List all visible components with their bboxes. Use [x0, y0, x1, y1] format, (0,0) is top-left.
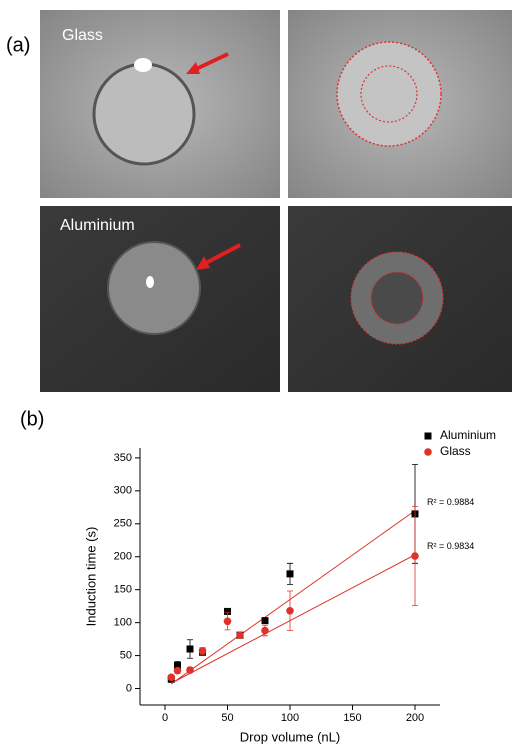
x-tick-label: 200 [406, 712, 424, 724]
point [186, 666, 194, 674]
y-tick-label: 250 [114, 518, 132, 530]
fit-label: R² = 0.9884 [427, 497, 474, 507]
photo: Glass [40, 10, 280, 198]
x-tick-label: 100 [281, 712, 299, 724]
legend-marker [424, 432, 432, 440]
legend-label: Glass [440, 444, 471, 458]
photo [288, 10, 512, 198]
x-tick-label: 0 [162, 712, 168, 724]
y-tick-label: 350 [114, 452, 132, 464]
y-tick-label: 100 [114, 617, 132, 629]
x-tick-label: 50 [221, 712, 233, 724]
y-tick-label: 50 [120, 649, 132, 661]
point [286, 606, 294, 615]
fit-line [171, 554, 416, 684]
legend-label: Aluminium [440, 428, 496, 442]
photo [288, 206, 512, 392]
y-tick-label: 150 [114, 584, 132, 596]
y-tick-label: 300 [114, 485, 132, 497]
point [198, 647, 207, 655]
chart: 0 50 100 150 200 250 300 350 0 50 100 150 200 Drop vo… [83, 428, 496, 744]
point [173, 666, 182, 675]
photo: Aluminium [40, 206, 280, 392]
x-tick-label: 150 [343, 712, 361, 724]
fit-line [170, 510, 416, 685]
point [167, 673, 176, 682]
point [261, 626, 269, 635]
point [236, 631, 244, 639]
point [186, 645, 194, 653]
fit-label: R² = 0.9834 [427, 541, 474, 551]
y-axis-label: Induction time (s) [83, 527, 98, 627]
photo-label: Glass [62, 27, 103, 44]
panel-label: (a) [6, 34, 30, 56]
legend-marker [424, 448, 432, 456]
point [286, 570, 294, 578]
panel-label: (b) [20, 408, 44, 430]
y-tick-label: 0 [126, 682, 132, 694]
point [261, 617, 269, 625]
point [224, 607, 231, 615]
point [223, 617, 232, 626]
point [411, 552, 419, 560]
point [174, 661, 181, 669]
photo-label: Aluminium [60, 217, 135, 234]
y-tick-label: 200 [114, 551, 132, 563]
x-axis-label: Drop volume (nL) [240, 729, 340, 744]
